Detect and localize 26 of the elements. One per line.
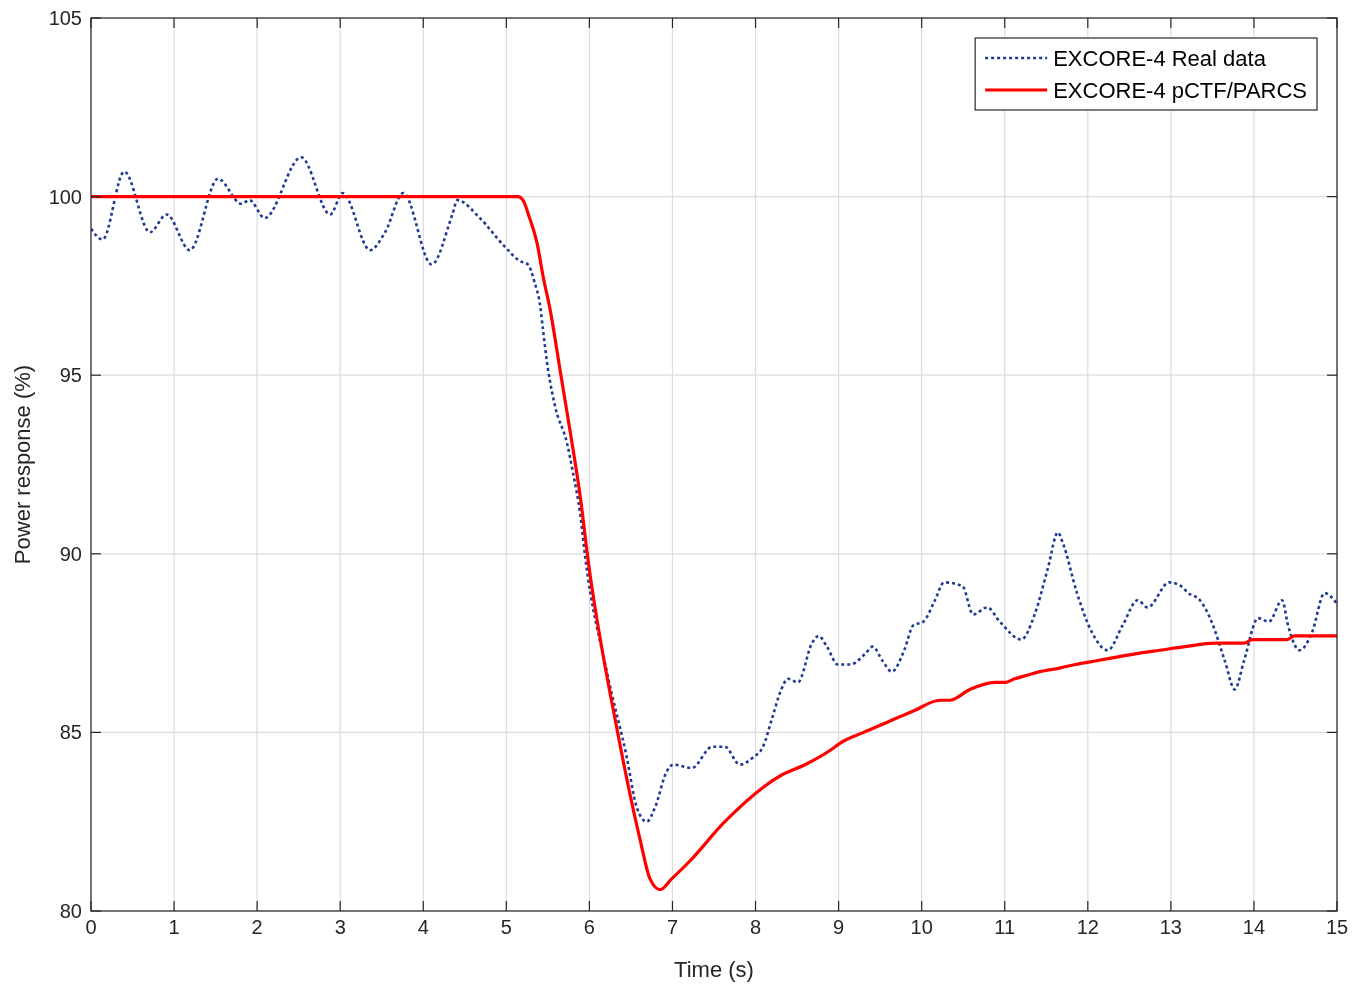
- x-tick-label: 14: [1242, 916, 1266, 939]
- x-tick-label: 3: [334, 916, 346, 939]
- x-tick-label: 9: [833, 916, 845, 939]
- legend-label: EXCORE-4 Real data: [1053, 45, 1267, 71]
- x-tick-label: 1: [168, 916, 180, 939]
- y-tick-label: 90: [59, 542, 82, 565]
- x-tick-label: 8: [749, 916, 762, 939]
- legend-label: EXCORE-4 pCTF/PARCS: [1053, 77, 1307, 103]
- x-tick-label: 13: [1159, 916, 1182, 939]
- x-tick-label: 12: [1076, 916, 1099, 939]
- x-tick-label: 2: [251, 916, 263, 939]
- x-axis-title: Time (s): [674, 957, 754, 982]
- x-tick-label: 0: [85, 916, 97, 939]
- y-tick-label: 100: [48, 185, 82, 208]
- x-tick-label: 7: [666, 916, 679, 939]
- x-tick-label: 5: [500, 916, 512, 939]
- x-tick-label: 15: [1325, 916, 1349, 939]
- y-tick-label: 80: [59, 900, 82, 922]
- x-tick-label: 4: [417, 916, 429, 939]
- y-tick-label: 105: [48, 7, 82, 29]
- x-tick-label: 6: [583, 916, 595, 939]
- y-axis-title: Power response (%): [10, 364, 35, 565]
- y-tick-label: 95: [59, 364, 82, 387]
- x-tick-label: 11: [994, 916, 1016, 939]
- x-tick-label: 10: [910, 916, 933, 939]
- y-tick-label: 85: [59, 721, 82, 744]
